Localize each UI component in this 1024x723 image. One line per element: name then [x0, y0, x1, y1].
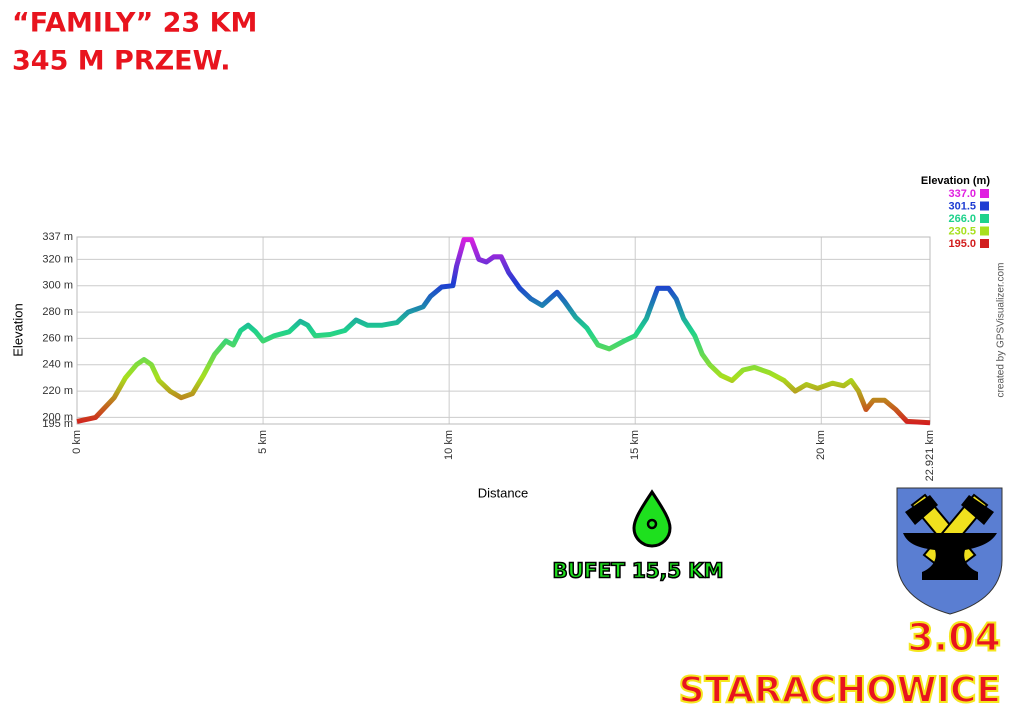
x-tick-label: 15 km	[629, 430, 641, 460]
title-line: 345 M PRZEW.	[12, 46, 230, 77]
title-line: “FAMILY” 23 KM	[12, 8, 257, 39]
legend-title: Elevation (m)	[921, 175, 990, 187]
y-tick-label: 220 m	[42, 385, 73, 397]
x-tick-label: 22.921 km	[924, 430, 936, 481]
y-tick-label: 195 m	[42, 418, 73, 430]
y-axis-label: Elevation	[10, 303, 25, 356]
elevation-line	[76, 237, 931, 426]
x-tick-label: 20 km	[815, 430, 827, 460]
y-tick-label: 260 m	[42, 332, 73, 344]
coat-of-arms	[896, 487, 1003, 615]
credit: created by GPSVisualizer.com	[996, 263, 1007, 398]
legend-swatch	[980, 226, 989, 236]
legend-label: 230.5	[948, 225, 976, 237]
y-tick-label: 320 m	[42, 253, 73, 265]
plot-frame	[76, 236, 931, 425]
aid-station-label: BUFET 15,5 KM	[552, 559, 723, 583]
y-tick-label: 280 m	[42, 306, 73, 318]
drop-icon	[632, 489, 672, 548]
y-tick-label: 200 m	[42, 411, 73, 423]
legend-label: 301.5	[948, 200, 976, 212]
town: STARACHOWICE	[679, 670, 1001, 711]
x-tick-label: 0 km	[71, 430, 83, 454]
legend-swatch	[980, 239, 989, 248]
x-axis-label: Distance	[478, 485, 529, 500]
y-tick-label: 300 m	[42, 280, 73, 292]
legend-label: 337.0	[948, 188, 976, 200]
legend-label: 195.0	[948, 238, 976, 250]
date: 3.04	[907, 616, 1001, 660]
legend-label: 266.0	[948, 213, 976, 225]
legend-swatch	[980, 214, 989, 223]
legend-swatch	[980, 201, 989, 211]
legend-swatch	[980, 189, 989, 198]
x-tick-label: 10 km	[443, 430, 455, 460]
y-tick-label: 240 m	[42, 359, 73, 371]
x-tick-label: 5 km	[257, 430, 269, 454]
y-tick-label: 337 m	[42, 231, 73, 243]
